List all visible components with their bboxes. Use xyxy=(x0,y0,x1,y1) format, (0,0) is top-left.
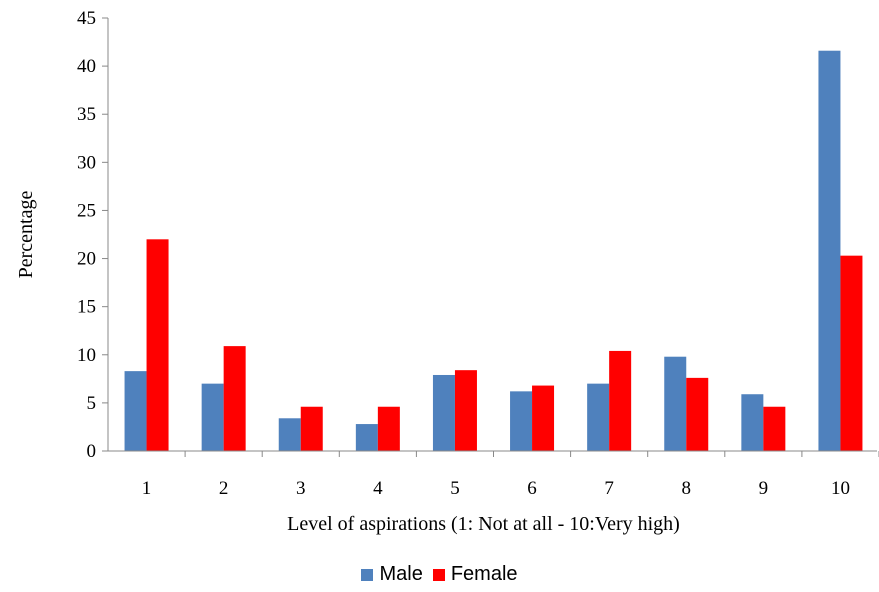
bar-female-4 xyxy=(377,406,400,451)
x-tick-label: 2 xyxy=(219,478,229,499)
bar-female-5 xyxy=(454,370,477,451)
x-tick-label: 4 xyxy=(373,478,383,499)
legend-item-male: Male xyxy=(361,563,423,586)
x-tick-label: 8 xyxy=(682,478,692,499)
y-tick-label: 0 xyxy=(87,441,97,462)
bars xyxy=(124,50,863,452)
y-tick-label: 5 xyxy=(87,393,97,414)
legend-label-male: Male xyxy=(379,563,423,585)
bar-female-8 xyxy=(686,377,709,451)
bar-female-3 xyxy=(300,406,323,451)
legend-swatch-male xyxy=(361,568,374,581)
bar-female-2 xyxy=(223,346,246,451)
y-tick-label: 30 xyxy=(77,152,96,173)
x-axis-ticks: 1 2 3 4 5 6 7 8 9 10 xyxy=(142,451,879,499)
bar-male-8 xyxy=(664,356,687,451)
bar-male-5 xyxy=(432,374,455,451)
bar-male-1 xyxy=(124,371,147,451)
bar-female-10 xyxy=(840,255,863,451)
bar-male-3 xyxy=(278,418,301,451)
y-tick-label: 25 xyxy=(77,200,96,221)
y-tick-label: 20 xyxy=(77,249,96,270)
bar-male-7 xyxy=(587,383,610,451)
bar-female-9 xyxy=(763,406,786,451)
x-tick-label: 6 xyxy=(527,478,537,499)
bar-female-6 xyxy=(532,385,555,451)
bar-male-6 xyxy=(510,391,533,451)
x-tick-label: 7 xyxy=(604,478,614,499)
bar-male-4 xyxy=(355,424,378,451)
y-tick-label: 45 xyxy=(77,8,96,29)
y-tick-label: 15 xyxy=(77,297,96,318)
bar-female-1 xyxy=(146,239,169,451)
legend-swatch-female xyxy=(432,568,445,581)
y-axis-ticks: 0 5 10 15 20 25 30 35 40 45 xyxy=(77,8,108,462)
legend-label-female: Female xyxy=(450,563,518,585)
legend-item-female: Female xyxy=(432,563,518,586)
x-tick-label: 10 xyxy=(831,478,850,499)
y-tick-label: 10 xyxy=(77,345,96,366)
x-tick-label: 3 xyxy=(296,478,306,499)
x-tick-label: 1 xyxy=(142,478,152,499)
x-tick-label: 9 xyxy=(759,478,769,499)
bar-male-2 xyxy=(201,383,224,451)
bar-male-10 xyxy=(818,50,841,452)
bar-male-9 xyxy=(741,394,764,451)
legend: Male Female xyxy=(0,563,879,586)
x-axis-title: Level of aspirations (1: Not at all - 10… xyxy=(287,513,680,535)
y-tick-label: 40 xyxy=(77,56,96,77)
y-axis-title: Percentage xyxy=(15,191,37,279)
x-tick-label: 5 xyxy=(450,478,460,499)
y-tick-label: 35 xyxy=(77,104,96,125)
bar-female-7 xyxy=(609,350,632,451)
